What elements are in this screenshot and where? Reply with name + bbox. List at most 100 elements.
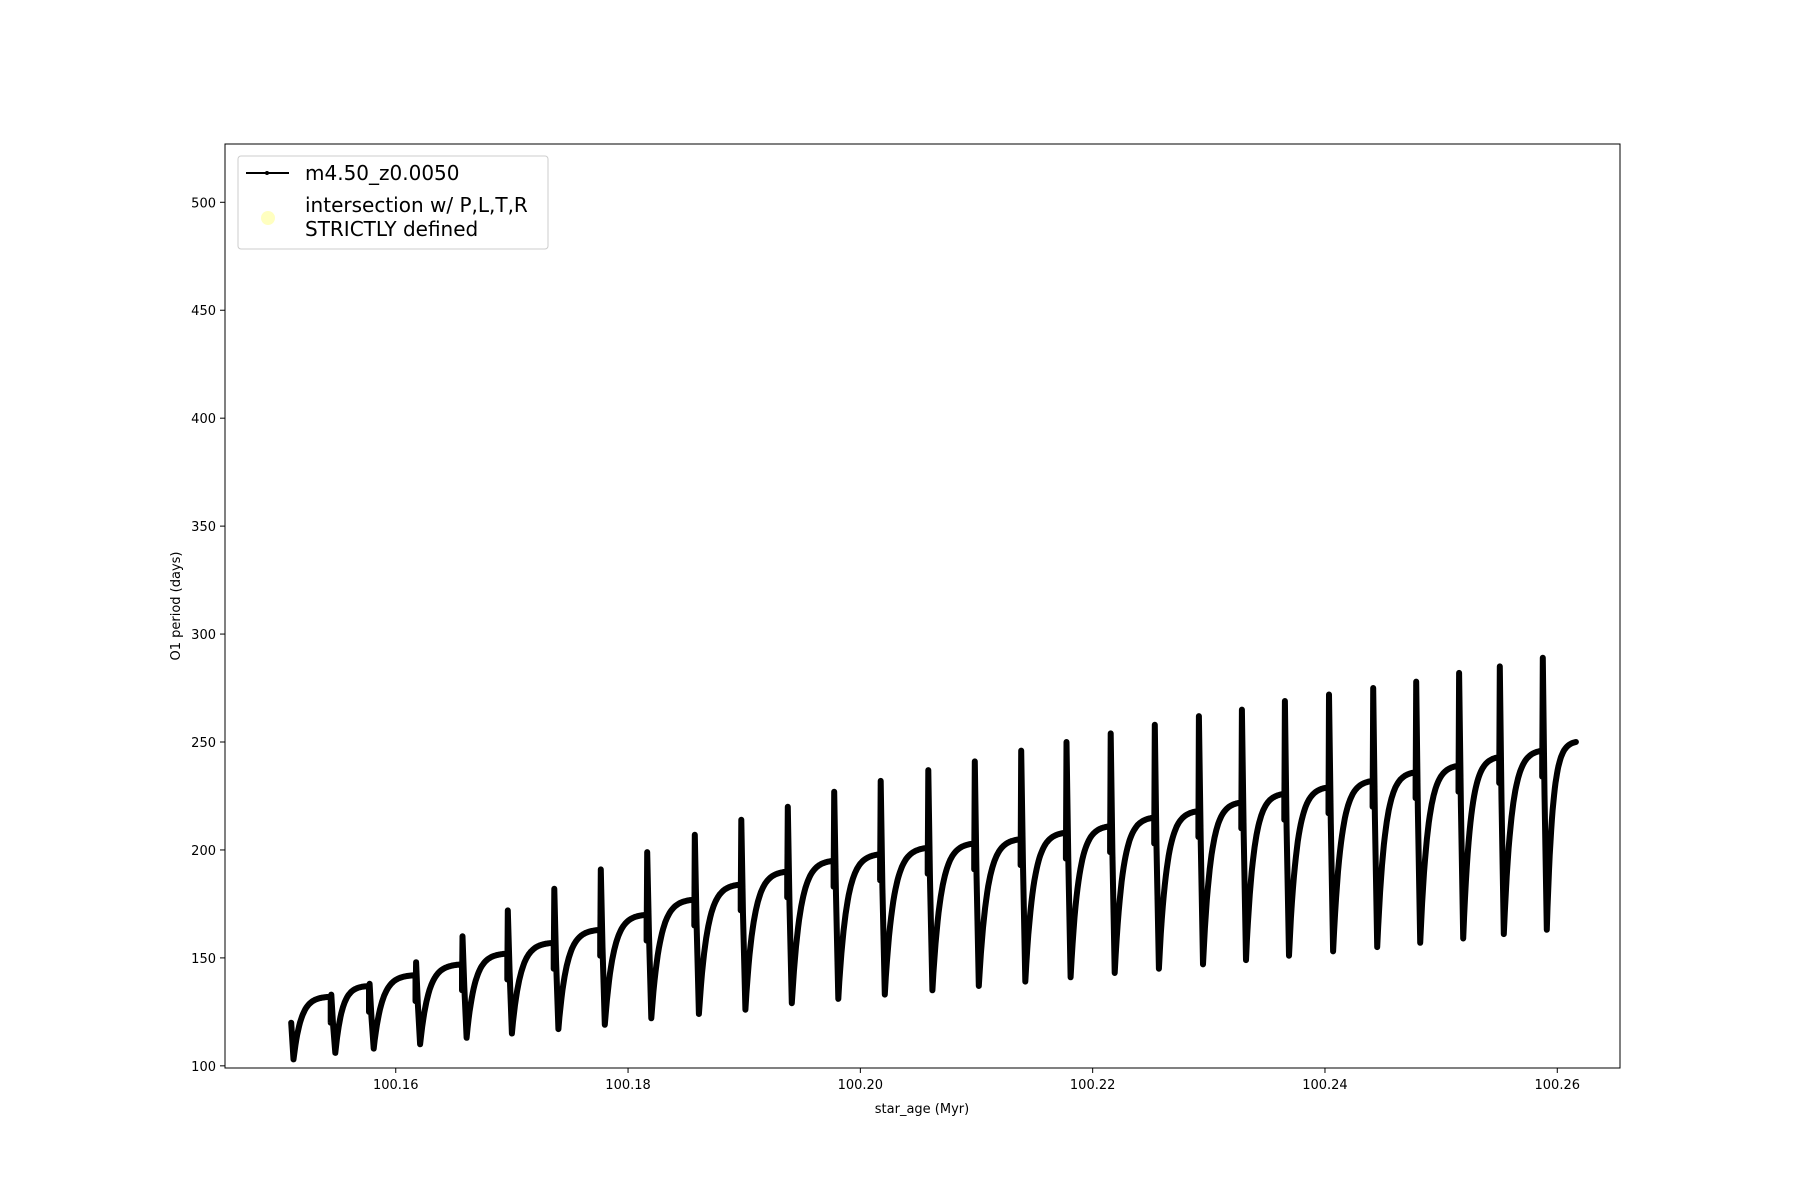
- data-point: [598, 884, 604, 890]
- data-point: [1282, 713, 1288, 719]
- data-point: [1456, 685, 1462, 691]
- data-point: [598, 910, 604, 916]
- data-point: [1018, 836, 1024, 842]
- data-point: [738, 838, 744, 844]
- data-point: [1370, 752, 1376, 758]
- legend-box: [237, 155, 549, 250]
- data-point: [1540, 713, 1546, 719]
- data-point: [831, 823, 837, 829]
- data-point: [1413, 735, 1419, 741]
- data-point: [692, 853, 698, 859]
- data-point: [831, 840, 837, 846]
- data-point: [1196, 713, 1202, 719]
- data-point: [692, 879, 698, 885]
- data-point: [972, 840, 978, 846]
- data-point: [1018, 758, 1024, 764]
- data-point: [1282, 730, 1288, 736]
- data-point: [644, 860, 650, 866]
- data-point: [1540, 722, 1546, 728]
- data-point: [972, 797, 978, 803]
- data-point: [877, 834, 883, 840]
- data-point: [785, 860, 791, 866]
- data-point: [1370, 761, 1376, 767]
- data-point: [1196, 722, 1202, 728]
- data-point: [1152, 789, 1158, 795]
- data-point: [692, 862, 698, 868]
- data-point: [1456, 763, 1462, 769]
- data-point: [1413, 683, 1419, 689]
- data-point: [1413, 769, 1419, 775]
- data-point: [1152, 815, 1158, 821]
- data-point: [1540, 661, 1546, 667]
- data-point: [1326, 750, 1332, 756]
- y-tick-label: 100: [191, 1060, 216, 1075]
- data-point: [738, 881, 744, 887]
- data-point: [598, 866, 604, 872]
- data-point: [925, 828, 931, 834]
- legend-circle-marker: [261, 211, 275, 225]
- data-point: [1456, 694, 1462, 700]
- data-point: [328, 994, 334, 1000]
- data-point: [1196, 756, 1202, 762]
- data-point: [1497, 676, 1503, 682]
- data-point: [644, 894, 650, 900]
- data-point: [1370, 769, 1376, 775]
- data-point: [598, 892, 604, 898]
- y-axis-label: O1 period (days): [169, 551, 184, 660]
- data-point: [1497, 668, 1503, 674]
- data-point: [738, 821, 744, 827]
- y-tick-label: 450: [191, 304, 216, 319]
- data-point: [1107, 771, 1113, 777]
- data-point: [644, 912, 650, 918]
- data-point: [1152, 737, 1158, 743]
- data-point: [925, 793, 931, 799]
- data-point: [877, 808, 883, 814]
- data-point: [1413, 700, 1419, 706]
- data-point: [831, 858, 837, 864]
- data-point: [1326, 698, 1332, 704]
- x-tick-label: 100.26: [1535, 1078, 1581, 1093]
- data-point: [1413, 717, 1419, 723]
- data-point: [1413, 743, 1419, 749]
- data-point: [877, 799, 883, 805]
- data-point: [1107, 815, 1113, 821]
- data-point: [1063, 787, 1069, 793]
- plot-data: [288, 654, 1579, 1063]
- data-point: [1063, 769, 1069, 775]
- data-point: [1107, 789, 1113, 795]
- data-point: [1413, 752, 1419, 758]
- data-point: [1413, 709, 1419, 715]
- data-point: [1152, 771, 1158, 777]
- data-point: [1152, 806, 1158, 812]
- data-point: [1497, 711, 1503, 717]
- data-point: [972, 815, 978, 821]
- data-point: [1152, 728, 1158, 734]
- data-point: [1107, 754, 1113, 760]
- data-point: [505, 916, 511, 922]
- data-point: [1107, 780, 1113, 786]
- data-point: [551, 905, 557, 911]
- data-point: [1018, 828, 1024, 834]
- data-point: [1456, 676, 1462, 682]
- data-point: [1497, 685, 1503, 691]
- data-point: [1063, 761, 1069, 767]
- data-point: [1018, 767, 1024, 773]
- data-point: [459, 953, 465, 959]
- data-point: [1196, 739, 1202, 745]
- data-point: [1282, 722, 1288, 728]
- data-point: [1063, 821, 1069, 827]
- data-point: [785, 834, 791, 840]
- data-point: [1018, 793, 1024, 799]
- data-point: [1239, 782, 1245, 788]
- data-point: [1018, 819, 1024, 825]
- data-point: [1540, 696, 1546, 702]
- data-point: [1282, 756, 1288, 762]
- data-point: [1282, 748, 1288, 754]
- data-point: [1326, 724, 1332, 730]
- data-point: [1282, 739, 1288, 745]
- data-point: [692, 871, 698, 877]
- legend-label-intersection-1: intersection w/ P,L,T,R: [305, 193, 528, 217]
- data-point: [925, 802, 931, 808]
- data-point: [1497, 754, 1503, 760]
- data-point: [1413, 761, 1419, 767]
